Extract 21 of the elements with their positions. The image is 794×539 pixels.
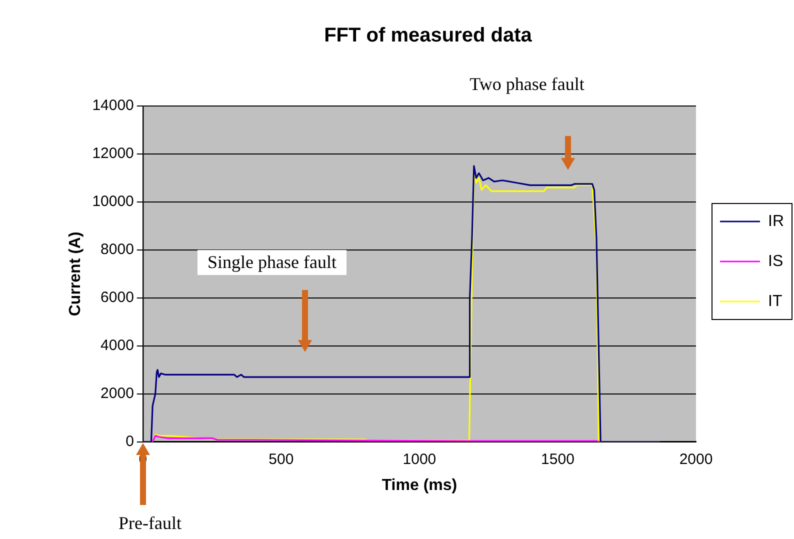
y-axis-title: Current (A) <box>67 232 84 316</box>
text: Pre-fault <box>118 513 182 534</box>
y-tick-label: 6000 <box>100 289 134 306</box>
x-tick-label: 1000 <box>402 450 436 468</box>
y-tick-label: 2000 <box>100 384 134 402</box>
y-tick-label: 10000 <box>92 193 134 210</box>
x-tick-label: 500 <box>268 450 294 468</box>
legend-label: IS <box>768 252 784 270</box>
annotation: Single phase fault <box>198 250 346 275</box>
x-tick-label: 2000 <box>679 450 713 468</box>
text: Two phase fault <box>470 74 584 95</box>
y-tick-label: 4000 <box>100 337 134 354</box>
y-tick-label: 8000 <box>100 241 134 258</box>
y-tick-label: 12000 <box>92 145 134 162</box>
legend-label: IR <box>768 212 784 230</box>
y-tick-label: 14000 <box>92 97 134 114</box>
y-tick-label: 0 <box>126 432 134 450</box>
x-axis-title: Time (ms) <box>382 476 458 494</box>
legend-label: IT <box>768 292 782 310</box>
chart-title: FFT of measured data <box>324 24 533 47</box>
x-tick-label: 1500 <box>541 450 574 468</box>
